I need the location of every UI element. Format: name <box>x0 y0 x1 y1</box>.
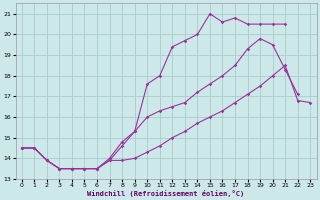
X-axis label: Windchill (Refroidissement éolien,°C): Windchill (Refroidissement éolien,°C) <box>87 190 245 197</box>
